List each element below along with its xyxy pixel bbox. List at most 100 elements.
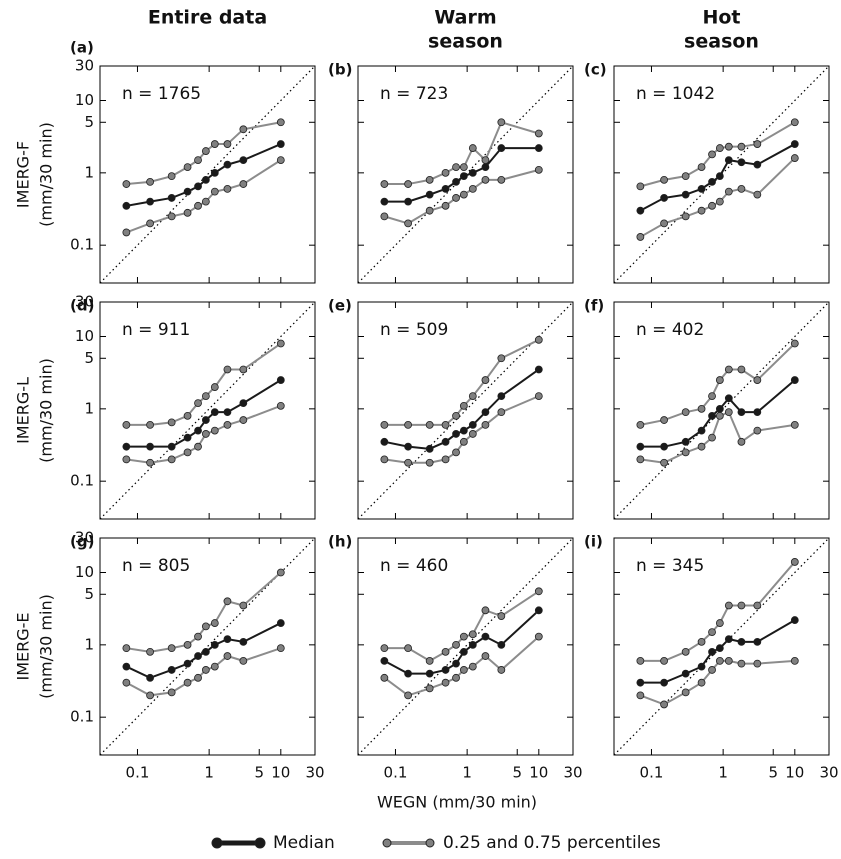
q75-point <box>459 632 468 641</box>
q75-line <box>384 590 540 663</box>
q25-point <box>753 659 762 668</box>
legend-marker <box>425 838 435 848</box>
median-point <box>534 606 543 615</box>
q75-point <box>481 376 490 384</box>
x-tick-label: 1 <box>462 764 472 782</box>
median-point <box>681 437 690 446</box>
q25-point <box>452 673 460 682</box>
median-point <box>790 140 799 148</box>
q75-line <box>640 121 796 188</box>
y-tick-label: 5 <box>84 349 94 367</box>
q75-point <box>201 392 210 401</box>
median-point <box>441 184 450 193</box>
q75-point <box>459 163 468 172</box>
median-point <box>276 140 285 148</box>
q75-point <box>753 140 762 148</box>
y-tick-label: 0.1 <box>70 236 94 254</box>
q75-point <box>452 411 460 420</box>
median-line <box>125 622 282 679</box>
plot-frame <box>357 537 574 756</box>
q75-point <box>468 144 477 152</box>
q75-point <box>425 175 434 184</box>
median-point <box>239 637 248 646</box>
x-axis-label: WEGN (mm/30 min) <box>377 793 537 812</box>
median-point <box>497 144 506 152</box>
q75-point <box>534 335 543 344</box>
median-point <box>210 640 219 649</box>
q25-point <box>468 184 477 193</box>
q25-point <box>497 175 506 184</box>
median-point <box>790 616 799 624</box>
y-axis-label: IMERG-L <box>14 377 33 444</box>
q25-point <box>201 197 210 206</box>
q75-point <box>724 601 733 610</box>
plot-frame <box>613 301 830 520</box>
median-point <box>239 156 248 165</box>
q75-point <box>737 365 746 374</box>
q25-point <box>452 448 460 457</box>
median-point <box>122 201 131 210</box>
q25-line <box>640 410 795 464</box>
q75-point <box>790 118 799 127</box>
panel-label: (e) <box>328 297 352 315</box>
median-point <box>167 666 176 674</box>
q25-point <box>146 458 154 467</box>
y-axis-label: IMERG-E <box>14 612 33 680</box>
q25-point <box>441 678 450 687</box>
q75-point <box>380 180 389 188</box>
x-tick-label: 30 <box>305 764 324 782</box>
median-point <box>194 426 202 435</box>
q75-point <box>481 156 490 165</box>
q75-point <box>239 601 248 610</box>
legend-label: 0.25 and 0.75 percentiles <box>443 833 661 853</box>
median-point <box>223 408 232 417</box>
panel-label: (b) <box>328 61 352 79</box>
q75-point <box>452 163 460 172</box>
q25-point <box>183 448 192 457</box>
median-point <box>425 444 434 453</box>
median-point <box>697 184 706 193</box>
sample-size: n = 345 <box>636 556 704 576</box>
panel-label: (a) <box>70 39 94 57</box>
q75-point <box>223 365 232 374</box>
median-point <box>210 168 219 177</box>
q25-point <box>441 455 450 464</box>
q25-point <box>660 458 668 467</box>
sample-size: n = 723 <box>380 84 448 104</box>
q25-line <box>126 404 282 464</box>
y-tick-label: 10 <box>75 91 94 109</box>
q25-point <box>167 455 176 464</box>
y-tick-label: 0.1 <box>70 708 94 726</box>
q75-line <box>126 121 281 186</box>
q25-point <box>636 455 645 464</box>
q75-line <box>640 342 796 426</box>
q75-line <box>384 338 540 426</box>
panel-label: (i) <box>584 533 603 551</box>
q25-point <box>697 442 706 451</box>
q25-line <box>126 159 282 234</box>
q75-point <box>715 619 724 627</box>
q75-line <box>126 342 282 426</box>
median-point <box>534 365 543 374</box>
median-point <box>210 408 219 417</box>
q75-point <box>194 399 202 408</box>
median-point <box>715 172 724 181</box>
y-tick-label: 10 <box>75 563 94 581</box>
q75-point <box>146 647 154 656</box>
one-to-one-line <box>357 65 574 284</box>
q75-point <box>790 339 799 348</box>
q25-point <box>660 700 668 709</box>
plot-frame <box>613 537 830 756</box>
median-point <box>201 416 210 424</box>
median-point <box>715 404 724 413</box>
median-point <box>276 376 285 384</box>
q75-point <box>441 420 450 429</box>
legend-marker <box>382 838 392 848</box>
q25-point <box>276 401 285 410</box>
q75-line <box>384 121 540 186</box>
median-point <box>724 156 733 165</box>
median-point <box>468 168 477 177</box>
q25-point <box>167 212 176 221</box>
legend-label: Median <box>273 833 335 853</box>
plot-frame <box>99 65 316 284</box>
